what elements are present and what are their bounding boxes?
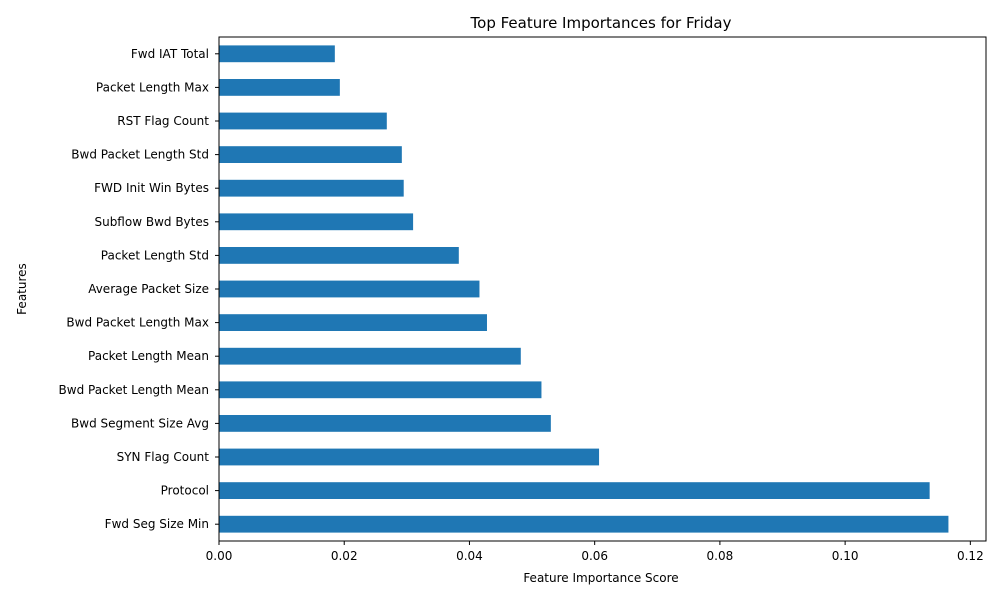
bar: [219, 146, 402, 163]
y-tick-label: Bwd Packet Length Mean: [59, 383, 209, 397]
y-tick-label: Bwd Packet Length Max: [66, 316, 209, 330]
y-tick-label: Bwd Packet Length Std: [71, 148, 209, 162]
bar: [219, 247, 459, 264]
x-axis-label: Feature Importance Score: [523, 571, 678, 585]
x-tick-label: 0.08: [707, 549, 734, 563]
chart-title: Top Feature Importances for Friday: [470, 14, 732, 32]
x-tick-label: 0.12: [957, 549, 984, 563]
bar: [219, 381, 542, 399]
x-tick-label: 0.02: [331, 549, 358, 563]
y-tick-label: Average Packet Size: [88, 282, 209, 296]
y-tick-label: Packet Length Max: [96, 80, 209, 94]
y-tick-label: Bwd Segment Size Avg: [71, 416, 209, 430]
bar: [219, 112, 387, 130]
x-tick-label: 0.06: [581, 549, 608, 563]
y-tick-label: Packet Length Std: [101, 248, 209, 262]
bar: [219, 482, 930, 499]
y-tick-label: RST Flag Count: [117, 114, 209, 128]
bar: [219, 314, 487, 331]
bar: [219, 347, 521, 365]
plot-frame: [218, 36, 987, 542]
bar: [219, 448, 600, 466]
y-tick-label: Protocol: [161, 484, 209, 498]
bar: [219, 179, 404, 197]
y-axis-ticks: Fwd Seg Size Min Protocol SYN Flag Count Bw…: [59, 47, 219, 531]
x-axis-ticks: 0.00 0.02 0.04 0.06 0.08 0.10 0.12: [206, 541, 984, 563]
bar: [219, 280, 480, 298]
bar: [219, 45, 335, 63]
y-tick-label: FWD Init Win Bytes: [94, 181, 209, 195]
y-tick-label: Fwd IAT Total: [131, 47, 209, 61]
y-tick-label: Packet Length Mean: [88, 349, 209, 363]
y-tick-label: SYN Flag Count: [117, 450, 210, 464]
bar: [219, 213, 414, 231]
y-tick-label: Subflow Bwd Bytes: [94, 215, 209, 229]
x-tick-label: 0.10: [832, 549, 859, 563]
x-tick-label: 0.04: [456, 549, 483, 563]
bar: [219, 415, 551, 432]
y-axis-label: Features: [15, 263, 29, 315]
bars-group: [219, 45, 949, 533]
bar: [219, 515, 949, 533]
y-tick-label: Fwd Seg Size Min: [105, 517, 209, 531]
x-tick-label: 0.00: [206, 549, 233, 563]
bar: [219, 79, 340, 96]
